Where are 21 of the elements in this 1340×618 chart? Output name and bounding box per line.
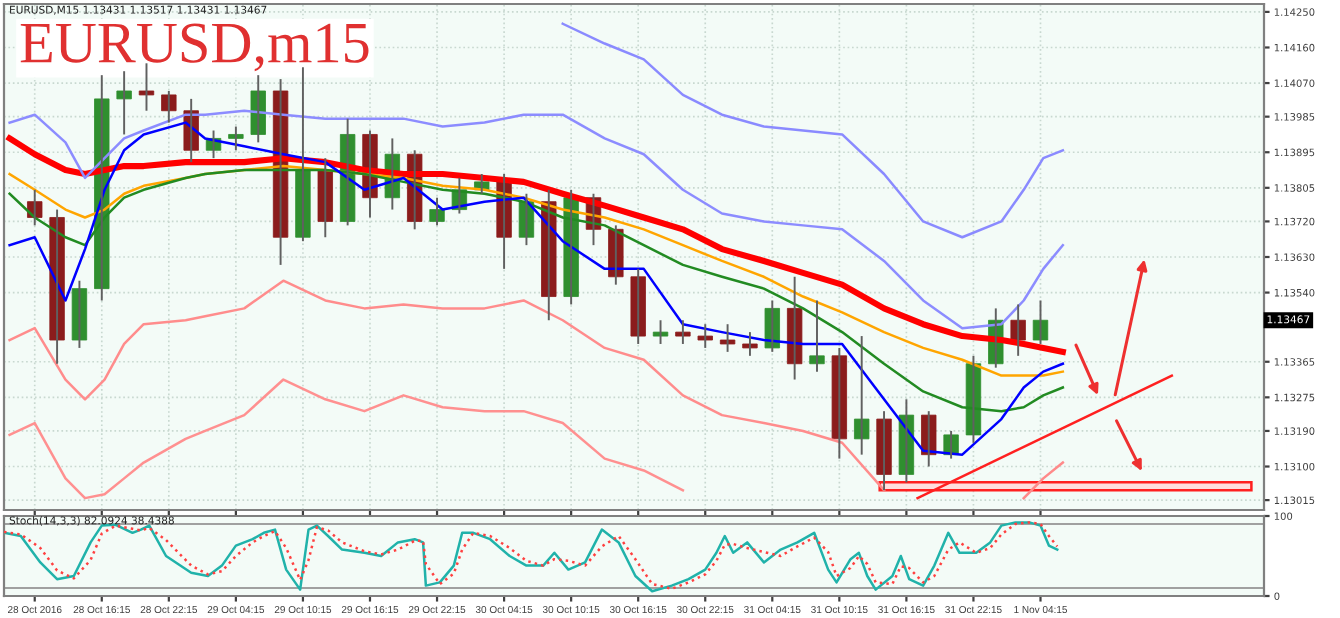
chart-title: EURUSD,m15 bbox=[20, 23, 369, 72]
candlestick bbox=[116, 70, 132, 136]
candlestick bbox=[429, 196, 445, 227]
candlestick bbox=[675, 319, 691, 345]
candlestick bbox=[719, 323, 736, 353]
candlestick bbox=[697, 323, 713, 349]
candlestick bbox=[652, 319, 669, 345]
candlestick bbox=[742, 331, 758, 357]
candlestick bbox=[854, 335, 870, 456]
line-series bbox=[8, 168, 1065, 413]
line-series bbox=[8, 378, 685, 500]
line-series bbox=[561, 22, 1065, 239]
candlestick bbox=[228, 125, 244, 152]
candlestick bbox=[1032, 299, 1049, 345]
line-series bbox=[8, 164, 1065, 377]
candlestick bbox=[876, 410, 892, 492]
line-series bbox=[8, 279, 886, 492]
candlestick bbox=[809, 299, 825, 373]
candlestick bbox=[161, 90, 177, 124]
candlestick bbox=[831, 346, 848, 460]
candlestick bbox=[630, 267, 646, 345]
